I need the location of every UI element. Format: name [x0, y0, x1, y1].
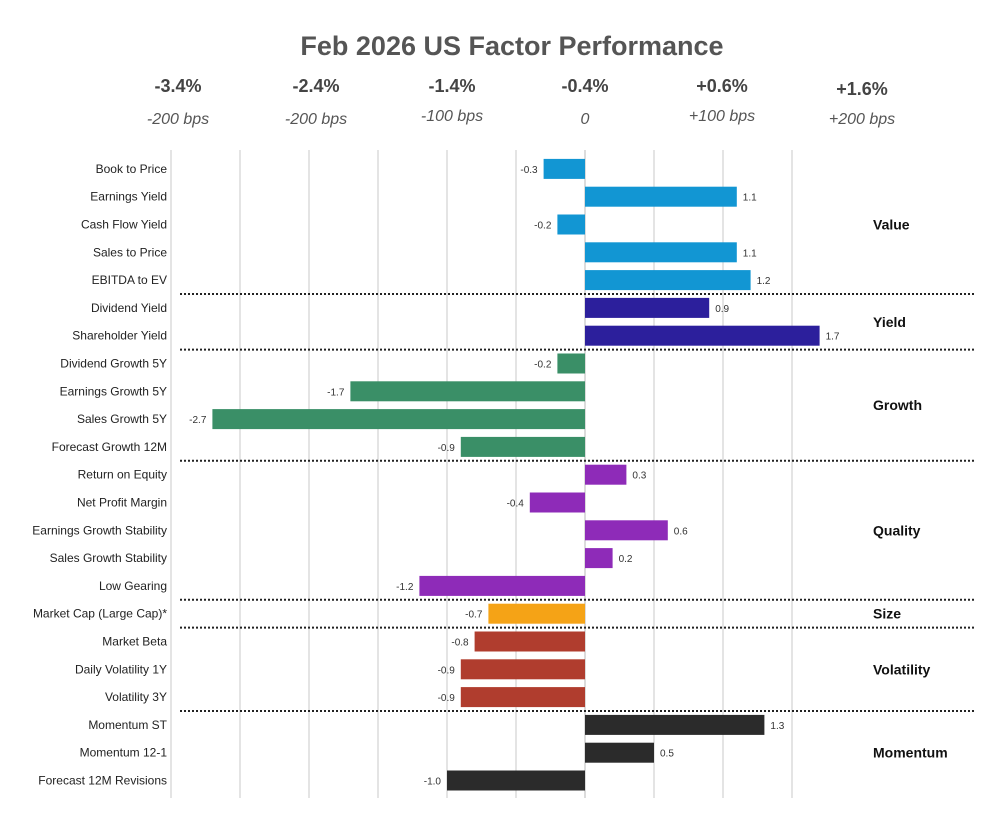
bar	[585, 270, 751, 291]
top-axis-bps-label: +200 bps	[829, 111, 895, 128]
top-axis-bps-label: +100 bps	[689, 108, 755, 125]
bar	[585, 186, 737, 207]
bar	[212, 409, 585, 430]
top-axis-bps-label: -100 bps	[421, 108, 483, 125]
top-axis-pct-label: -3.4%	[154, 76, 201, 96]
bar	[460, 436, 585, 457]
category-label: Forecast 12M Revisions	[38, 774, 167, 788]
group-label: Growth	[873, 397, 922, 413]
category-label: Dividend Yield	[91, 301, 167, 315]
data-label: 0.9	[715, 304, 729, 315]
bar	[350, 381, 585, 402]
bar	[585, 464, 627, 485]
group-labels: Value Yield Growth Quality Size Volatility Mom…	[873, 217, 948, 761]
category-label: Sales Growth 5Y	[77, 412, 167, 426]
data-label: 0.5	[660, 749, 674, 760]
category-label: Volatility 3Y	[105, 690, 167, 704]
data-label: -1.0	[424, 777, 442, 788]
bar	[557, 353, 585, 374]
data-label: -1.2	[396, 582, 414, 593]
category-label: Book to Price	[96, 162, 168, 176]
top-axis-pct-label: -0.4%	[561, 76, 608, 96]
data-label: -1.7	[327, 387, 345, 398]
data-label: -0.3	[520, 165, 538, 176]
bar	[447, 770, 585, 791]
bar	[543, 158, 585, 179]
category-label: Daily Volatility 1Y	[75, 662, 167, 676]
data-label: -0.7	[465, 610, 483, 621]
data-label: -0.9	[438, 443, 456, 454]
category-label: Cash Flow Yield	[81, 218, 167, 232]
bar	[557, 214, 585, 235]
category-label: Return on Equity	[78, 468, 167, 482]
data-label: -2.7	[189, 415, 207, 426]
bar	[529, 492, 585, 513]
group-label: Size	[873, 606, 901, 622]
category-label: Net Profit Margin	[77, 496, 167, 510]
top-axis-bps-label: 0	[581, 111, 590, 128]
data-label: 1.7	[826, 332, 840, 343]
bar	[585, 325, 820, 346]
category-label: Dividend Growth 5Y	[60, 357, 167, 371]
chart-title: Feb 2026 US Factor Performance	[300, 31, 723, 61]
bar	[585, 242, 737, 263]
category-label: Earnings Growth 5Y	[60, 384, 167, 398]
category-label: Market Cap (Large Cap)*	[33, 607, 167, 621]
data-label: -0.2	[534, 221, 552, 232]
data-label: -0.9	[438, 665, 456, 676]
bar	[460, 659, 585, 680]
group-separators	[180, 293, 975, 712]
data-label: 0.3	[632, 471, 646, 482]
category-label: EBITDA to EV	[92, 273, 167, 287]
group-label: Value	[873, 217, 910, 233]
top-axis: -3.4% -200 bps -2.4% -200 bps -1.4% -100 bps -…	[147, 76, 895, 128]
top-axis-pct-label: +1.6%	[836, 79, 888, 99]
bars: Book to Price -0.3 Earnings Yield 1.1 Cash F…	[32, 158, 840, 791]
bar	[488, 603, 585, 624]
bar	[585, 297, 710, 318]
data-label: 0.6	[674, 526, 688, 537]
category-label: Low Gearing	[99, 579, 167, 593]
top-axis-bps-label: -200 bps	[147, 111, 209, 128]
category-label: Momentum ST	[88, 718, 167, 732]
data-label: -0.8	[451, 638, 469, 649]
group-label: Momentum	[873, 745, 948, 761]
top-axis-pct-label: +0.6%	[696, 76, 748, 96]
top-axis-bps-label: -200 bps	[285, 111, 347, 128]
bar	[419, 575, 585, 596]
group-label: Quality	[873, 522, 921, 538]
bar	[585, 548, 613, 569]
group-label: Yield	[873, 314, 906, 330]
category-label: Momentum 12-1	[80, 746, 168, 760]
bar	[585, 742, 654, 763]
data-label: -0.4	[507, 499, 525, 510]
category-label: Forecast Growth 12M	[52, 440, 167, 454]
category-label: Sales Growth Stability	[50, 551, 167, 565]
top-axis-pct-label: -2.4%	[292, 76, 339, 96]
data-label: -0.9	[438, 693, 456, 704]
category-label: Shareholder Yield	[72, 329, 167, 343]
category-label: Earnings Growth Stability	[32, 523, 167, 537]
data-label: 0.2	[619, 554, 633, 565]
bar	[585, 714, 765, 735]
category-label: Earnings Yield	[90, 190, 167, 204]
data-label: 1.2	[757, 276, 771, 287]
bar	[585, 520, 668, 541]
data-label: 1.1	[743, 193, 757, 204]
top-axis-pct-label: -1.4%	[428, 76, 475, 96]
category-label: Market Beta	[102, 635, 167, 649]
group-label: Volatility	[873, 661, 931, 677]
data-label: 1.3	[770, 721, 784, 732]
category-label: Sales to Price	[93, 245, 167, 259]
bar	[460, 687, 585, 708]
data-label: 1.1	[743, 248, 757, 259]
bar	[474, 631, 585, 652]
data-label: -0.2	[534, 360, 552, 371]
